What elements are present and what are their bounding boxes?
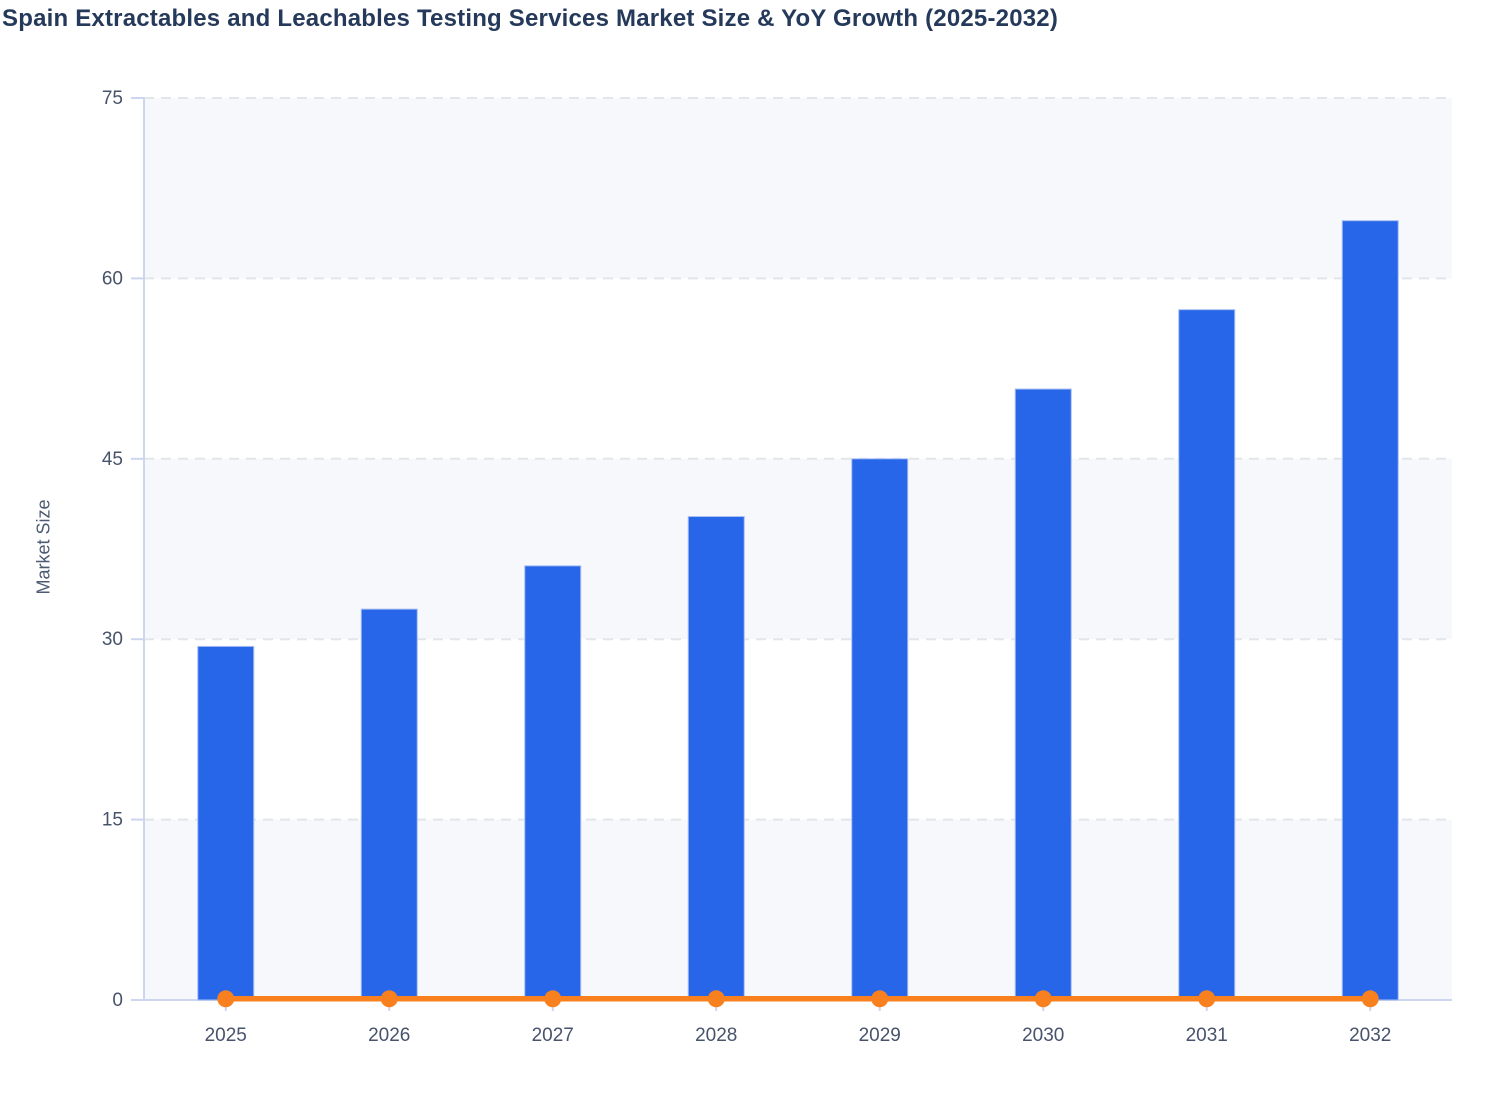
x-tick-label: 2028 [695, 1025, 737, 1046]
x-tick-label: 2027 [532, 1025, 574, 1046]
plot-band [144, 458, 1452, 640]
bar-2027 [524, 565, 582, 1001]
x-tick-label: 2031 [1186, 1025, 1228, 1046]
bar-2031 [1178, 309, 1236, 1001]
yoy-marker-2030 [1034, 990, 1052, 1008]
yoy-marker-2027 [544, 990, 562, 1008]
x-tick-label: 2032 [1349, 1025, 1391, 1046]
y-tick-label: 45 [102, 449, 123, 470]
bar-2028 [687, 516, 745, 1001]
bar-2026 [360, 608, 418, 1001]
plot-band [144, 98, 1452, 279]
bar-2025 [197, 645, 255, 1001]
y-tick-labels: 0 15 30 45 60 75 [102, 88, 123, 1011]
x-tick-label: 2030 [1022, 1025, 1064, 1046]
bar-2032 [1341, 220, 1399, 1001]
yoy-marker-2031 [1198, 990, 1216, 1008]
market-size-bars [197, 220, 1399, 1001]
bar-2030 [1014, 388, 1072, 1001]
plot-band [144, 819, 1452, 1000]
y-tick-label: 75 [102, 88, 123, 109]
yoy-marker-2028 [707, 990, 725, 1008]
bar-2029 [851, 458, 909, 1001]
yoy-marker-2026 [380, 990, 398, 1008]
yoy-marker-2025 [217, 990, 235, 1008]
yoy-marker-2032 [1361, 990, 1379, 1008]
x-tick-label: 2026 [368, 1025, 410, 1046]
yoy-marker-2029 [871, 990, 889, 1008]
x-tick-labels: 2025 2026 2027 2028 2029 2030 2031 2032 [205, 1025, 1392, 1046]
y-tick-label: 15 [102, 810, 123, 831]
x-tick-label: 2029 [859, 1025, 901, 1046]
y-tick-label: 30 [102, 629, 123, 650]
x-tick-label: 2025 [205, 1025, 247, 1046]
yoy-growth-line [217, 990, 1379, 1008]
y-tick-label: 0 [112, 990, 123, 1011]
y-tick-label: 60 [102, 268, 123, 289]
chart-title: Spain Extractables and Leachables Testin… [2, 5, 1059, 32]
plot-bands [144, 98, 1452, 1000]
